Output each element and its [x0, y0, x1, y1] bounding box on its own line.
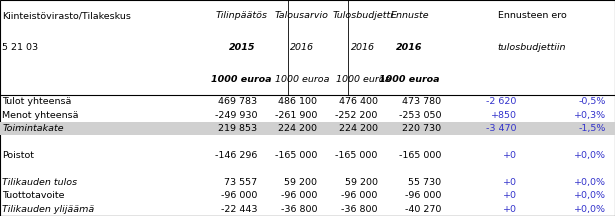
Text: Tilinpäätös: Tilinpäätös [216, 11, 268, 20]
Text: -36 800: -36 800 [281, 205, 317, 214]
Text: -3 470: -3 470 [486, 124, 517, 133]
Text: +0: +0 [502, 191, 517, 200]
Text: 1000 euroa: 1000 euroa [336, 75, 390, 84]
Text: Poistot: Poistot [2, 151, 34, 160]
Text: Ennuste: Ennuste [391, 11, 429, 20]
Text: -96 000: -96 000 [405, 191, 442, 200]
Text: Tilikauden ylijäämä: Tilikauden ylijäämä [2, 205, 95, 214]
Text: -261 900: -261 900 [275, 111, 317, 120]
Text: 2016: 2016 [290, 43, 314, 52]
Text: Tuottotavoite: Tuottotavoite [2, 191, 65, 200]
Text: -96 000: -96 000 [281, 191, 317, 200]
Text: 219 853: 219 853 [218, 124, 257, 133]
Text: -249 930: -249 930 [215, 111, 257, 120]
Text: Ennusteen ero: Ennusteen ero [498, 11, 566, 20]
Text: 469 783: 469 783 [218, 97, 257, 106]
Text: Tulot yhteensä: Tulot yhteensä [2, 97, 72, 106]
Text: 1000 euroa: 1000 euroa [212, 75, 272, 84]
Text: 59 200: 59 200 [284, 178, 317, 187]
Text: Menot yhteensä: Menot yhteensä [2, 111, 79, 120]
Text: +0,0%: +0,0% [574, 178, 606, 187]
Text: -22 443: -22 443 [221, 205, 257, 214]
Text: Tulosbudjetti: Tulosbudjetti [333, 11, 393, 20]
Bar [0, 122, 615, 135]
Text: 2015: 2015 [228, 43, 255, 52]
Text: +0,0%: +0,0% [574, 205, 606, 214]
Text: -253 050: -253 050 [399, 111, 442, 120]
Text: 73 557: 73 557 [224, 178, 257, 187]
Text: 55 730: 55 730 [408, 178, 442, 187]
Text: -165 000: -165 000 [399, 151, 442, 160]
Text: 59 200: 59 200 [344, 178, 378, 187]
Text: 224 200: 224 200 [339, 124, 378, 133]
Text: Talousarvio: Talousarvio [275, 11, 329, 20]
Text: 476 400: 476 400 [339, 97, 378, 106]
Text: +0,0%: +0,0% [574, 191, 606, 200]
Text: -0,5%: -0,5% [578, 97, 606, 106]
Text: tulosbudjettiin: tulosbudjettiin [498, 43, 566, 52]
Text: -165 000: -165 000 [335, 151, 378, 160]
Text: 2016: 2016 [396, 43, 423, 52]
Text: 5 21 03: 5 21 03 [2, 43, 39, 52]
Text: +850: +850 [491, 111, 517, 120]
Text: +0,0%: +0,0% [574, 151, 606, 160]
Text: -2 620: -2 620 [486, 97, 517, 106]
Text: -96 000: -96 000 [221, 191, 257, 200]
Text: 1000 euroa: 1000 euroa [275, 75, 329, 84]
Text: 486 100: 486 100 [279, 97, 317, 106]
Text: -96 000: -96 000 [341, 191, 378, 200]
Text: Toimintakate: Toimintakate [2, 124, 64, 133]
Text: -146 296: -146 296 [215, 151, 257, 160]
Text: Tilikauden tulos: Tilikauden tulos [2, 178, 77, 187]
Text: 473 780: 473 780 [402, 97, 442, 106]
Text: -165 000: -165 000 [275, 151, 317, 160]
Text: -252 200: -252 200 [335, 111, 378, 120]
Text: -1,5%: -1,5% [578, 124, 606, 133]
Text: +0: +0 [502, 205, 517, 214]
Text: +0,3%: +0,3% [574, 111, 606, 120]
Text: 1000 euroa: 1000 euroa [379, 75, 440, 84]
Text: Kiinteistövirasto/Tilakeskus: Kiinteistövirasto/Tilakeskus [2, 11, 132, 20]
Text: 2016: 2016 [351, 43, 375, 52]
Text: -40 270: -40 270 [405, 205, 442, 214]
Text: +0: +0 [502, 151, 517, 160]
Text: 224 200: 224 200 [279, 124, 317, 133]
Text: +0: +0 [502, 178, 517, 187]
Text: -36 800: -36 800 [341, 205, 378, 214]
Text: 220 730: 220 730 [402, 124, 442, 133]
